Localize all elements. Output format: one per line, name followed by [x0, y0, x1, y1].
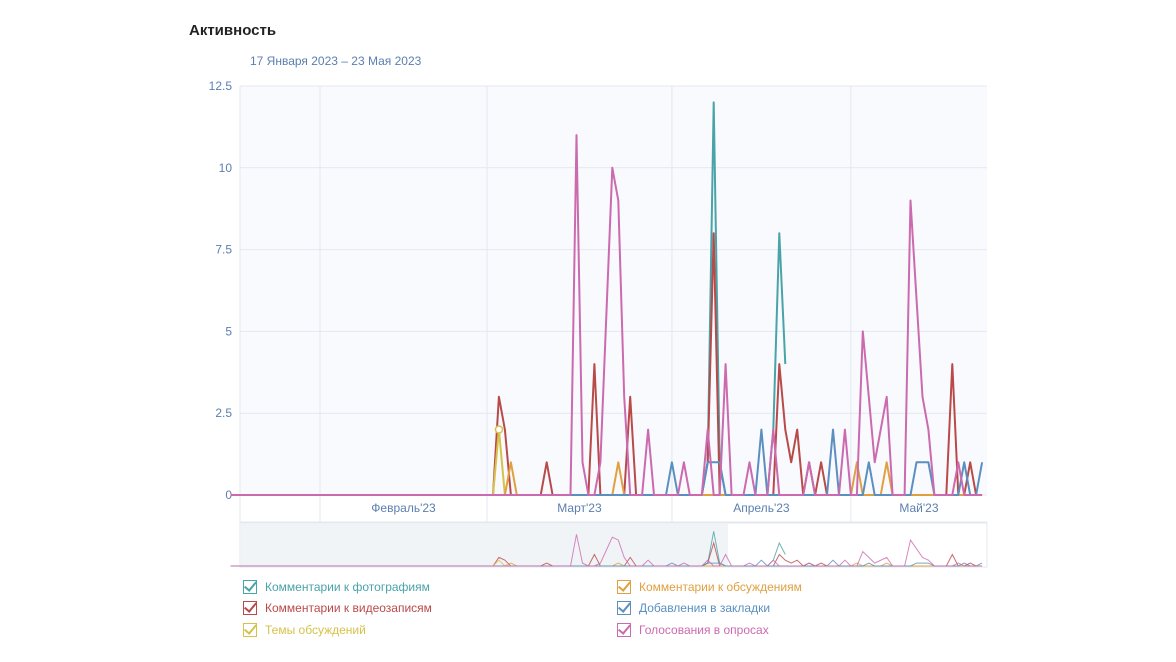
navigator-line-5: [230, 534, 983, 567]
legend-item[interactable]: Голосования в опросах: [617, 623, 769, 637]
legend-label: Комментарии к видеозаписям: [265, 601, 432, 615]
data-point-marker: [494, 425, 504, 434]
legend-label: Комментарии к фотографиям: [265, 580, 430, 594]
legend-item[interactable]: Комментарии к обсуждениям: [617, 580, 802, 594]
plot-area: [240, 86, 987, 495]
y-tick-label: 12.5: [209, 79, 233, 93]
checkbox-checked-icon[interactable]: [617, 601, 631, 615]
series-line-5: [230, 134, 983, 496]
y-tick-label: 5: [225, 324, 232, 338]
legend-label: Темы обсуждений: [265, 623, 366, 637]
navigator-unselected-mask: [240, 523, 728, 567]
y-tick-label: 10: [219, 161, 233, 175]
x-tick-label: Март'23: [557, 501, 602, 515]
legend-label: Голосования в опросах: [639, 623, 769, 637]
chart-subtitle: 17 Января 2023 – 23 Мая 2023: [250, 54, 422, 68]
checkbox-checked-icon[interactable]: [243, 601, 257, 615]
checkbox-checked-icon[interactable]: [617, 580, 631, 594]
legend-item[interactable]: Добавления в закладки: [617, 601, 770, 615]
legend-label: Комментарии к обсуждениям: [639, 580, 802, 594]
checkbox-checked-icon[interactable]: [243, 580, 257, 594]
legend-label: Добавления в закладки: [639, 601, 771, 615]
legend-item[interactable]: Комментарии к видеозаписям: [243, 601, 432, 615]
y-tick-label: 0: [225, 488, 232, 502]
x-tick-label: Май'23: [899, 501, 938, 515]
legend-item[interactable]: Темы обсуждений: [243, 623, 366, 637]
x-tick-label: Февраль'23: [371, 501, 436, 515]
y-tick-label: 2.5: [215, 406, 232, 420]
checkbox-checked-icon[interactable]: [617, 623, 631, 637]
chart-title: Активность: [189, 22, 277, 39]
x-tick-label: Апрель'23: [733, 501, 790, 515]
legend-item[interactable]: Комментарии к фотографиям: [243, 580, 430, 594]
y-tick-label: 7.5: [215, 243, 232, 257]
checkbox-checked-icon[interactable]: [243, 623, 257, 637]
